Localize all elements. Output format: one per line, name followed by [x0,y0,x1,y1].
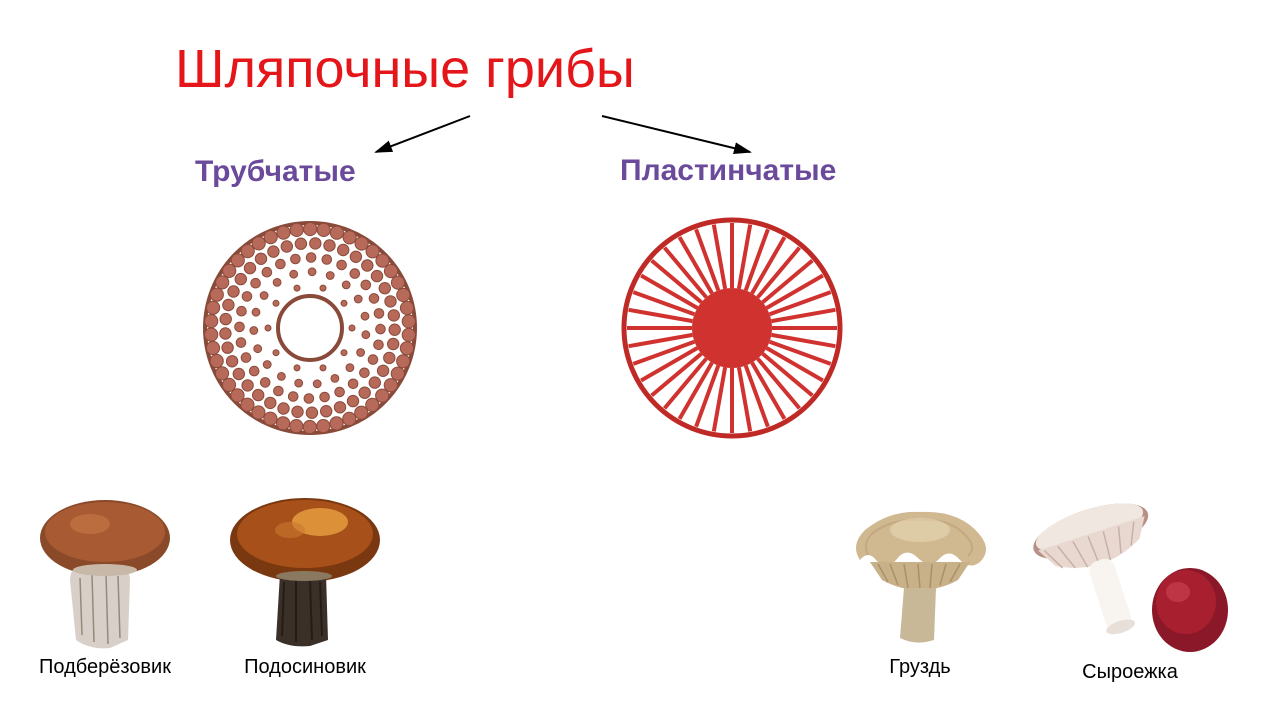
subtitle-lamellar: Пластинчатые [620,154,836,188]
podberezovik-icon [30,490,180,650]
podosinovik-icon [220,490,390,650]
syroezhka-icon [1030,490,1230,655]
mushroom-podberezovik: Подберёзовик [30,490,180,679]
gruzd-icon [840,500,1000,650]
mushroom-podosinovik: Подосиновик [220,490,390,679]
lamellar-diagram [620,216,844,440]
arrow-left-icon [370,114,480,158]
mushroom-label: Сыроежка [1082,661,1178,684]
page-title: Шляпочные грибы [175,38,635,100]
mushroom-label: Подосиновик [244,656,366,679]
mushroom-syroezhka: Сыроежка [1030,490,1230,684]
tubular-diagram [200,218,420,438]
mushroom-label: Груздь [889,656,950,679]
mushroom-label: Подберёзовик [39,656,171,679]
arrow-right-icon [600,114,760,158]
mushroom-gruzd: Груздь [840,500,1000,679]
subtitle-tubular: Трубчатые [195,155,356,189]
